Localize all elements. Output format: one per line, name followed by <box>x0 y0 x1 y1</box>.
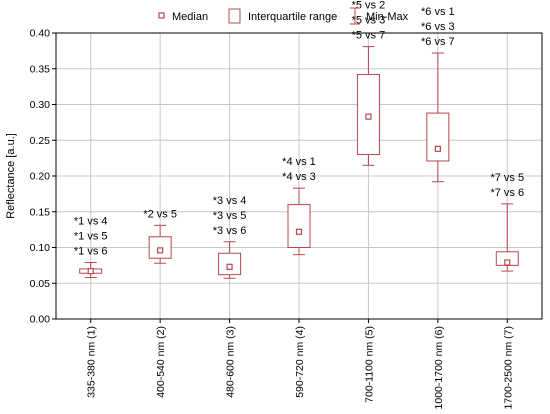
x-tick-label: 335-380 nm (1) <box>86 326 98 398</box>
box-group <box>356 46 380 166</box>
comparison-annotation: *5 vs 7 <box>352 30 386 42</box>
comparison-annotation: *1 vs 5 <box>74 231 108 243</box>
x-tick-label: 700-1100 nm (5) <box>363 326 375 403</box>
grid-lines <box>56 32 542 320</box>
x-tick-label: 480-600 nm (3) <box>225 326 237 398</box>
y-tick-label: 0.20 <box>30 171 51 183</box>
comparison-annotation: *6 vs 3 <box>421 21 455 33</box>
legend-minmax-swatch <box>350 7 360 25</box>
comparison-annotation: *3 vs 5 <box>213 210 247 222</box>
comparison-annotation: *4 vs 1 <box>282 156 316 168</box>
comparison-annotation: *5 vs 3 <box>352 15 386 27</box>
y-tick-label: 0.10 <box>30 242 51 254</box>
iqr-box <box>287 204 311 249</box>
box-group <box>79 262 103 279</box>
box-group <box>218 241 242 279</box>
median-marker <box>434 145 441 152</box>
y-tick-label: 0.05 <box>30 278 51 290</box>
comparison-annotation: *7 vs 5 <box>490 172 524 184</box>
comparison-annotation: *5 vs 2 <box>352 0 386 12</box>
x-tick-label: 400-540 nm (2) <box>155 326 167 398</box>
y-tick-label: 0.00 <box>30 314 51 326</box>
y-axis-title: Reflectance [a.u.] <box>5 133 17 219</box>
median-marker <box>157 247 164 254</box>
median-marker <box>226 263 233 270</box>
box-group <box>287 187 311 256</box>
median-marker <box>295 228 303 235</box>
median-marker <box>504 259 511 266</box>
x-tick-label: 1000-1700 nm (6) <box>433 326 445 409</box>
legend-median-label: Median <box>172 11 208 23</box>
legend: Median Interquartile range Min-Max <box>158 7 409 25</box>
y-tick-label: 0.30 <box>30 99 51 111</box>
x-tick-label: 1700-2500 nm (7) <box>502 326 514 409</box>
comparison-annotation: *6 vs 1 <box>421 6 455 18</box>
plot-marks: *1 vs 4 *1 vs 5 *1 vs 6 *2 vs 5 *3 vs 4 *3 vs… <box>74 0 524 279</box>
iqr-box <box>426 112 450 162</box>
box-group <box>426 52 450 183</box>
comparison-annotation: *3 vs 4 <box>213 195 247 207</box>
y-tick-label: 0.35 <box>30 63 51 75</box>
legend-median-swatch <box>158 12 165 19</box>
median-marker <box>365 113 372 120</box>
y-tick-label: 0.40 <box>30 28 51 40</box>
comparison-annotation: *4 vs 3 <box>282 171 316 183</box>
y-tick-label: 0.15 <box>30 206 51 218</box>
median-marker <box>87 267 94 275</box>
y-tick-label: 0.25 <box>30 135 51 147</box>
legend-minmax-label: Min-Max <box>366 11 409 23</box>
box-group <box>148 224 172 264</box>
comparison-annotation: *1 vs 6 <box>74 246 108 258</box>
comparison-annotation: *1 vs 4 <box>74 216 108 228</box>
legend-iqr-label: Interquartile range <box>248 11 337 23</box>
legend-iqr-swatch <box>228 8 241 24</box>
axes: 0.00 0.05 0.10 0.15 0.20 0.25 0.30 0.35 0.40 335-… <box>30 28 543 409</box>
x-tick-label: 590-720 nm (4) <box>294 326 306 398</box>
comparison-annotation: *3 vs 6 <box>213 225 247 237</box>
comparison-annotation: *7 vs 6 <box>490 187 524 199</box>
box-group <box>495 203 519 272</box>
comparison-annotation: *2 vs 5 <box>143 208 177 220</box>
comparison-annotation: *6 vs 7 <box>421 36 455 48</box>
